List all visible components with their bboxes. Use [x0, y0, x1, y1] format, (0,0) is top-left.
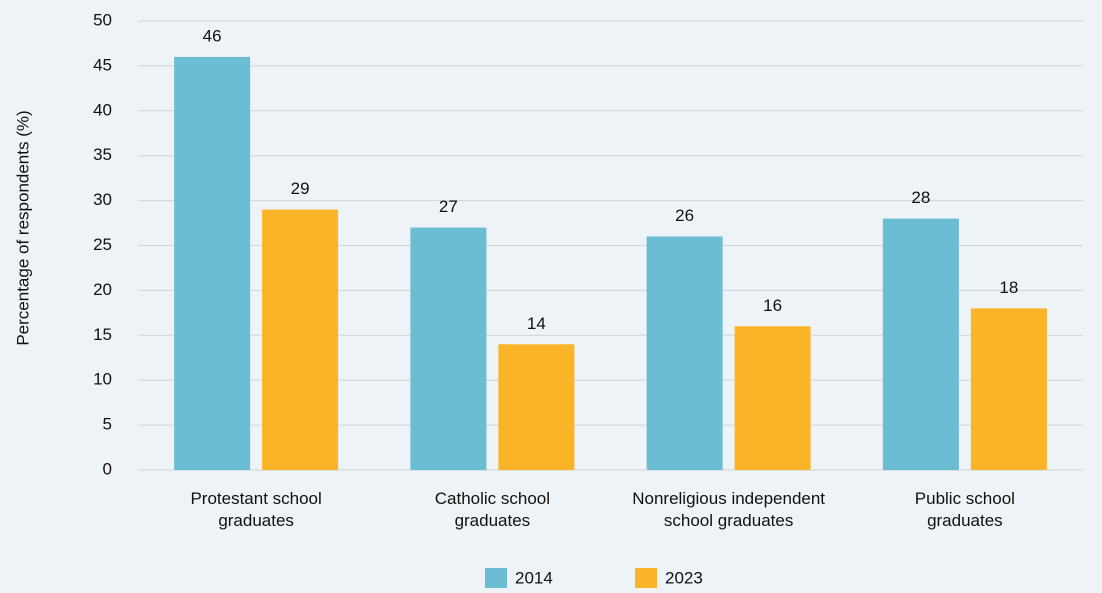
data-label: 18 [999, 278, 1018, 297]
bar [646, 236, 723, 470]
x-tick-label-line: Protestant school [190, 489, 321, 508]
x-tick-label-line: Public school [915, 489, 1015, 508]
x-tick-label-line: graduates [455, 511, 531, 530]
y-tick-label: 45 [93, 55, 112, 74]
legend-label: 2014 [515, 568, 553, 587]
x-tick-label: Protestant school graduates [190, 489, 321, 530]
y-tick-label: 50 [93, 10, 112, 29]
x-tick-label-line: Nonreligious independent [632, 489, 825, 508]
bar [174, 56, 251, 471]
x-tick-label: Nonreligious independent school graduates [632, 489, 825, 530]
y-tick-label: 35 [93, 145, 112, 164]
y-tick-label: 25 [93, 235, 112, 254]
legend-swatch [485, 568, 507, 588]
data-label: 26 [675, 206, 694, 225]
bar [410, 227, 487, 470]
data-label: 16 [763, 296, 782, 315]
bar [734, 326, 811, 470]
bar [882, 218, 959, 470]
bar [970, 308, 1047, 470]
data-label: 28 [911, 188, 930, 207]
legend-swatch [635, 568, 657, 588]
x-tick-label-line: graduates [218, 511, 294, 530]
legend-label: 2023 [665, 568, 703, 587]
x-tick-label-line: school graduates [664, 511, 793, 530]
y-tick-label: 5 [103, 415, 112, 434]
y-tick-label: 20 [93, 280, 112, 299]
x-tick-label: Public school graduates [915, 489, 1015, 530]
y-tick-label: 15 [93, 325, 112, 344]
x-tick-label-line: graduates [927, 511, 1003, 530]
x-tick-label: Catholic school graduates [435, 489, 550, 530]
bar [498, 344, 575, 470]
y-axis-label: Percentage of respondents (%) [13, 110, 32, 345]
data-label: 27 [439, 197, 458, 216]
data-label: 46 [203, 26, 222, 45]
y-tick-label: 40 [93, 100, 112, 119]
y-tick-label: 0 [103, 459, 112, 478]
data-label: 14 [527, 314, 546, 333]
data-label: 29 [291, 179, 310, 198]
y-tick-label: 30 [93, 190, 112, 209]
y-tick-label: 10 [93, 370, 112, 389]
bar [262, 209, 339, 470]
x-tick-label-line: Catholic school [435, 489, 550, 508]
